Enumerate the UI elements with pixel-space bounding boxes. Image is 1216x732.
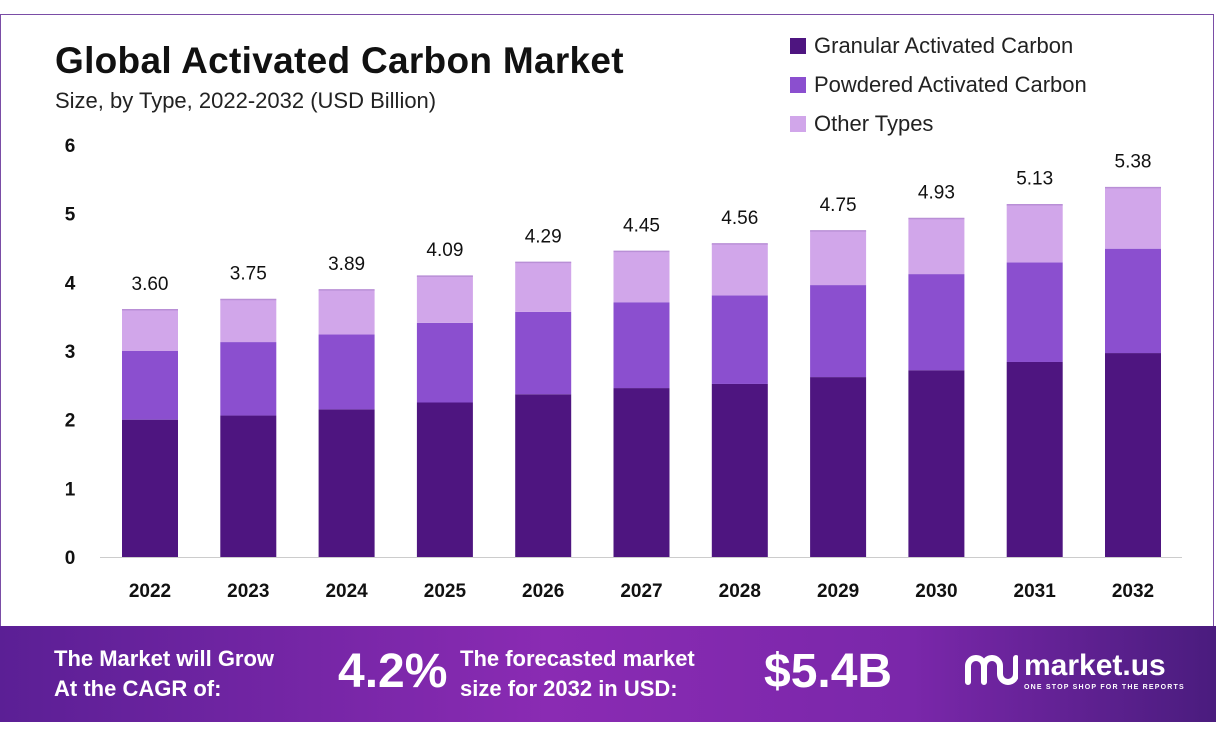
x-axis: 2022 2023 2024 2025 2026 2027 2028 2029 2030 2031… xyxy=(100,557,1182,602)
bar-powdered-2031 xyxy=(1006,262,1063,362)
y-axis: 0 1 2 3 4 5 6 xyxy=(65,136,76,569)
y-tick-label-0: 0 xyxy=(65,548,76,569)
legend-swatch-other xyxy=(790,115,806,132)
total-labels-group: 3.60 3.75 3.89 4.09 4.29 4.45 4.56 4.75 4.93 5.13… xyxy=(132,152,1152,295)
bar-powdered-2032 xyxy=(1105,248,1161,354)
x-tick-label-2027: 2027 xyxy=(620,581,662,602)
brand-logo: market.us ONE STOP SHOP FOR THE REPORTS xyxy=(962,648,1185,692)
bar-powdered-2027 xyxy=(613,302,670,389)
bar-granular-2026 xyxy=(515,394,572,557)
forecast-label: The forecasted market size for 2032 in U… xyxy=(460,644,695,704)
legend-label-powdered: Powdered Activated Carbon xyxy=(814,71,1087,97)
bar-powdered-2022 xyxy=(122,351,178,420)
chart-legend: Granular Activated Carbon Powdered Activ… xyxy=(790,26,1087,143)
forecast-label-line1: The forecasted market xyxy=(460,646,695,671)
bar-other-2029 xyxy=(810,230,867,286)
x-tick-label-2029: 2029 xyxy=(817,581,859,602)
total-label-2026: 4.29 xyxy=(525,226,562,247)
cagr-label: The Market will Grow At the CAGR of: xyxy=(54,644,274,704)
bar-granular-2025 xyxy=(416,402,473,557)
bar-powdered-2029 xyxy=(810,285,867,378)
legend-label-granular: Granular Activated Carbon xyxy=(814,32,1074,58)
y-tick-label-2: 2 xyxy=(65,411,76,432)
total-label-2027: 4.45 xyxy=(623,215,660,236)
forecast-label-line2: size for 2032 in USD: xyxy=(460,676,678,701)
total-label-2022: 3.60 xyxy=(132,274,169,295)
bar-other-2027 xyxy=(613,251,670,303)
brand-name: market.us xyxy=(1024,648,1166,682)
x-tick-label-2024: 2024 xyxy=(325,581,368,602)
x-tick-label-2031: 2031 xyxy=(1014,581,1057,602)
bar-granular-2028 xyxy=(711,383,768,557)
brand-text: market.us ONE STOP SHOP FOR THE REPORTS xyxy=(1024,648,1185,691)
y-tick-label-1: 1 xyxy=(65,479,76,500)
brand-tagline: ONE STOP SHOP FOR THE REPORTS xyxy=(1024,683,1185,691)
x-tick-label-2028: 2028 xyxy=(719,581,761,602)
bar-other-2023 xyxy=(220,299,277,343)
footer-banner: The Market will Grow At the CAGR of: 4.2… xyxy=(0,626,1216,722)
x-tick-label-2022: 2022 xyxy=(129,581,171,602)
bar-powdered-2028 xyxy=(711,295,768,384)
bars-group xyxy=(122,186,1161,557)
chart-title: Global Activated Carbon Market xyxy=(55,40,624,81)
bar-granular-2029 xyxy=(810,377,867,557)
bar-granular-2031 xyxy=(1006,361,1063,557)
legend-label-other: Other Types xyxy=(814,110,934,136)
bar-granular-2032 xyxy=(1105,353,1161,557)
cagr-label-line1: The Market will Grow xyxy=(54,646,275,671)
total-label-2025: 4.09 xyxy=(426,240,463,261)
total-label-2032: 5.38 xyxy=(1115,152,1152,173)
total-label-2030: 4.93 xyxy=(918,182,955,203)
total-label-2029: 4.75 xyxy=(820,195,857,216)
x-tick-label-2023: 2023 xyxy=(227,581,269,602)
bar-other-2028 xyxy=(711,243,768,296)
y-tick-label-5: 5 xyxy=(65,205,76,226)
x-tick-label-2030: 2030 xyxy=(915,581,957,602)
x-tick-label-2032: 2032 xyxy=(1112,581,1154,602)
stacked-bar-chart: 0 1 2 3 4 5 6 2022 2023 2024 2025 2026 2027 2028 2029… xyxy=(65,136,1182,602)
forecast-value: $5.4B xyxy=(764,645,893,698)
legend-item-granular: Granular Activated Carbon xyxy=(790,26,1087,65)
bar-granular-2030 xyxy=(908,370,965,557)
total-label-2031: 5.13 xyxy=(1016,169,1053,190)
legend-item-other: Other Types xyxy=(790,104,1087,143)
legend-swatch-powdered xyxy=(790,76,806,93)
chart-subtitle: Size, by Type, 2022-2032 (USD Billion) xyxy=(55,88,437,113)
bar-other-2030 xyxy=(908,218,965,275)
bar-powdered-2026 xyxy=(515,311,572,395)
bar-powdered-2024 xyxy=(318,334,375,410)
bar-other-2026 xyxy=(515,262,572,312)
bar-powdered-2025 xyxy=(416,322,473,403)
legend-swatch-granular xyxy=(790,37,806,54)
bar-powdered-2023 xyxy=(220,342,277,416)
cagr-label-line2: At the CAGR of: xyxy=(54,676,222,701)
bar-other-2031 xyxy=(1006,204,1063,263)
legend-item-powdered: Powdered Activated Carbon xyxy=(790,65,1087,104)
bar-other-2025 xyxy=(416,276,473,323)
bar-other-2024 xyxy=(318,289,375,335)
bar-granular-2027 xyxy=(613,388,670,557)
y-tick-label-3: 3 xyxy=(65,342,76,363)
y-tick-label-4: 4 xyxy=(65,273,76,294)
y-tick-label-6: 6 xyxy=(65,136,76,157)
x-tick-label-2026: 2026 xyxy=(522,581,564,602)
bar-other-2032 xyxy=(1105,187,1161,249)
cagr-value: 4.2% xyxy=(338,645,448,698)
bar-granular-2023 xyxy=(220,415,277,557)
bar-granular-2022 xyxy=(122,419,178,557)
bar-granular-2024 xyxy=(318,409,375,557)
total-label-2028: 4.56 xyxy=(721,208,758,229)
total-label-2023: 3.75 xyxy=(230,264,267,285)
market-us-logo-icon xyxy=(965,655,1018,685)
bar-powdered-2030 xyxy=(908,274,965,371)
x-tick-label-2025: 2025 xyxy=(424,581,467,602)
bar-other-2022 xyxy=(122,309,178,351)
total-label-2024: 3.89 xyxy=(328,254,365,275)
